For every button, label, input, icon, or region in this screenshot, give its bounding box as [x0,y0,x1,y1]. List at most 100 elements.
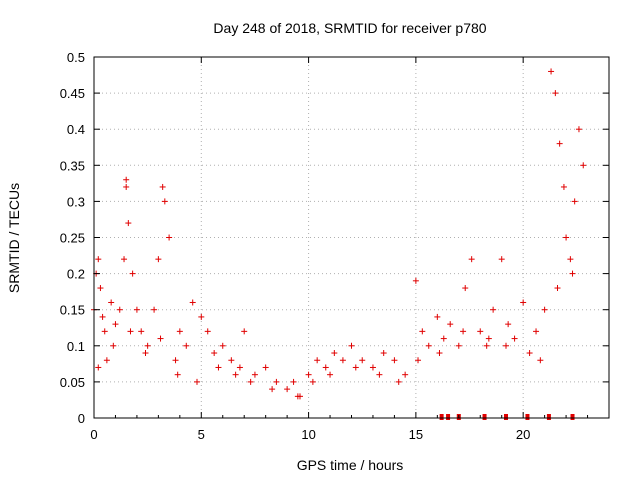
data-point [327,371,334,378]
data-point [144,342,151,349]
data-point [241,328,248,335]
y-tick-label: 0.25 [60,231,85,246]
data-point [176,328,183,335]
data-point [359,357,366,364]
data-point [161,198,168,205]
data-point [462,285,469,292]
data-point [142,350,149,357]
data-point [563,234,570,241]
data-point [232,371,239,378]
data-point [151,306,158,313]
data-point [290,378,297,385]
baseline-marks-layer [439,414,575,420]
data-point [511,335,518,342]
data-point [116,306,123,313]
data-point [554,285,561,292]
data-point [541,306,548,313]
y-tick-label: 0.45 [60,86,85,101]
data-point [460,328,467,335]
data-point [166,234,173,241]
x-tick-label: 5 [198,427,205,442]
data-point [505,321,512,328]
data-point [314,357,321,364]
data-point [101,328,108,335]
data-point [172,357,179,364]
data-point [537,357,544,364]
baseline-mark [439,414,444,420]
data-point [198,313,205,320]
data-point [419,328,426,335]
y-tick-label: 0.15 [60,303,85,318]
x-tick-label: 15 [409,427,423,442]
data-point [95,364,102,371]
data-point [108,299,115,306]
data-point [352,364,359,371]
data-point [548,68,555,75]
data-point [369,364,376,371]
data-point [569,270,576,277]
data-point [294,393,301,400]
data-point [440,335,447,342]
y-tick-label: 0 [78,411,85,426]
data-point [412,277,419,284]
data-point [194,378,200,385]
data-point [447,321,454,328]
data-point [339,357,346,364]
baseline-mark [446,414,451,420]
data-point [415,357,422,364]
x-tick-label: 10 [301,427,315,442]
y-tick-label: 0.2 [67,267,85,282]
data-point [125,220,132,227]
data-point [273,378,280,385]
data-point [331,350,338,357]
data-point [425,342,432,349]
data-point [247,378,254,385]
data-point [305,371,312,378]
data-point [567,256,574,263]
data-point [236,364,243,371]
data-point [436,350,443,357]
data-point [284,386,291,393]
baseline-mark [504,414,508,420]
data-point [121,256,128,263]
baseline-mark [525,414,530,420]
points-layer [91,68,587,400]
data-point [402,371,409,378]
data-point [348,342,355,349]
data-point [560,183,567,190]
data-point [395,378,402,385]
data-point [455,342,462,349]
data-point [174,371,181,378]
data-point [204,328,211,335]
data-point [123,183,130,190]
data-point [490,306,497,313]
chart-title: Day 248 of 2018, SRMTID for receiver p78… [213,20,486,36]
data-point [269,386,276,393]
data-point [556,140,563,147]
data-point [520,299,527,306]
grid-layer [94,57,609,418]
data-point [468,256,475,263]
ticks-layer: 0 5 10 15 20 0 0.05 0.1 0.15 0.2 0.25 0.3 0.35 0.4 0.4… [60,50,609,442]
data-point [533,328,540,335]
x-tick-label: 0 [90,427,97,442]
data-point [228,357,235,364]
data-point [526,350,533,357]
data-point [571,198,578,205]
data-point [155,256,162,263]
data-point [138,328,145,335]
data-point [322,364,329,371]
data-point [477,328,484,335]
baseline-mark [546,414,551,420]
y-tick-label: 0.5 [67,50,85,65]
data-point [376,371,383,378]
data-point [434,313,441,320]
data-point [483,342,490,349]
data-point [262,364,269,371]
data-point [127,328,134,335]
data-point [215,364,222,371]
data-point [99,313,106,320]
data-point [575,126,582,133]
data-point [309,378,316,385]
